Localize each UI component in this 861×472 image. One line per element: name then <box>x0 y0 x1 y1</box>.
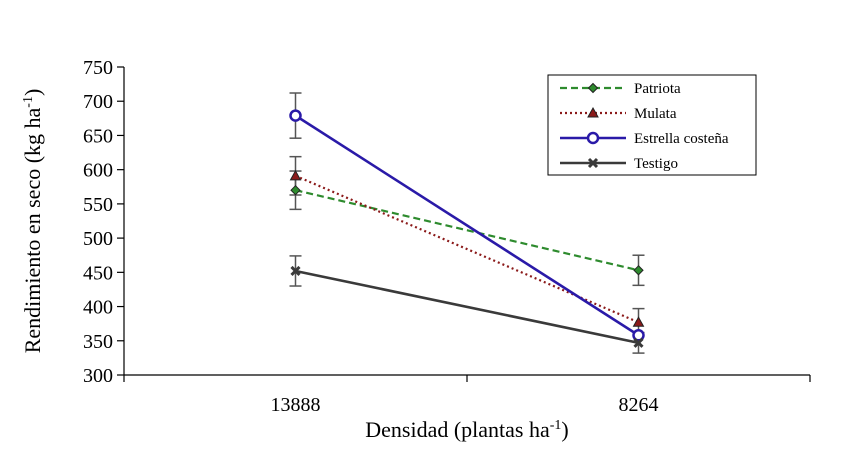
y-axis-title: Rendimiento en seco (kg ha-1) <box>20 89 45 354</box>
x-tick-label: 8264 <box>619 394 659 416</box>
y-tick-label: 650 <box>83 125 113 147</box>
axes: 300 350 400 450 500 550 600 650 700 750 13888 8264 <box>83 57 811 416</box>
legend-marker <box>586 131 600 145</box>
y-tick-label: 700 <box>83 91 113 113</box>
data-point-patriota <box>633 265 644 276</box>
data-point-testigo <box>633 337 644 348</box>
legend-box <box>547 74 757 176</box>
legend-item-patriota: Patriota <box>560 81 681 97</box>
data-point-mulata <box>289 169 302 181</box>
data-point-patriota <box>290 184 301 196</box>
y-tick-label: 400 <box>83 297 113 319</box>
y-tick-label: 600 <box>83 160 113 182</box>
series-line-estrella-coste-a <box>294 114 640 337</box>
legend-item-estrella-coste-a: Estrella costeña <box>560 131 729 147</box>
legend-marker <box>587 106 599 118</box>
data-point-mulata <box>632 316 645 327</box>
series-layer <box>289 92 645 354</box>
legend-item-mulata: Mulata <box>560 106 677 122</box>
y-tick-label: 300 <box>83 365 113 387</box>
legend: Patriota Mulata Estrella costeña Testigo <box>547 74 757 176</box>
y-tick-label: 450 <box>83 262 113 284</box>
series-line-mulata <box>295 174 639 324</box>
y-tick-label: 350 <box>83 331 113 353</box>
legend-label: Mulata <box>634 106 677 122</box>
legend-label: Estrella costeña <box>634 131 729 147</box>
x-tick-label: 13888 <box>271 394 321 416</box>
data-point-testigo <box>290 265 301 277</box>
x-axis-title: Densidad (plantas ha-1) <box>365 417 569 442</box>
series-line-testigo <box>295 269 639 345</box>
legend-label: Patriota <box>634 81 681 97</box>
legend-marker <box>587 82 599 94</box>
y-tick-label: 550 <box>83 194 113 216</box>
y-tick-label: 500 <box>83 228 113 250</box>
legend-item-testigo: Testigo <box>560 156 678 172</box>
legend-marker <box>587 157 599 169</box>
data-point-estrella-coste-a <box>632 329 645 342</box>
y-tick-label: 750 <box>83 57 113 79</box>
series-line-patriota <box>295 189 639 272</box>
legend-label: Testigo <box>634 156 678 172</box>
data-point-estrella-coste-a <box>289 109 302 122</box>
